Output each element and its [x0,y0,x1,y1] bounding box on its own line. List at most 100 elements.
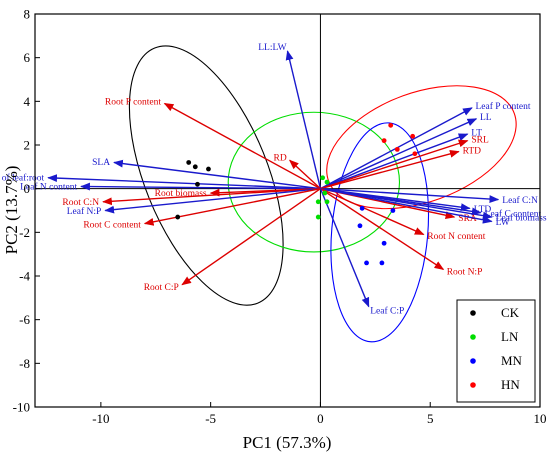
loading-arrow-biomass-ratio-of-leaf-root [47,174,321,190]
loading-label-sla: SLA [92,158,110,168]
loading-arrow-root-c-content [143,187,321,226]
y-tick-label: -6 [19,312,30,327]
loading-arrow-root-c-p [181,188,321,286]
point-hn-5 [412,151,418,157]
loading-label-leaf-biomass: Leaf biomass [496,213,547,224]
loading-arrow-ll-lw [285,50,322,189]
point-ln-2 [324,179,330,185]
plot-frame [34,13,541,408]
loading-label-srl: SRL [471,135,489,145]
loading-label-leaf-n-p: Leaf N:P [67,206,102,217]
point-mn-1 [359,205,365,211]
legend: CK LN MN HN [456,299,536,403]
y-tick-label: -2 [19,225,30,240]
legend-marker-ck [470,310,476,316]
loading-label-leaf-c-n: Leaf C:N [502,195,538,206]
ellipse-hn [326,85,517,210]
x-tick-label: -5 [205,411,216,426]
point-mn-5 [364,260,369,266]
y-axis-label: PC2 (13.7%) [2,166,21,255]
x-tick-label: 10 [534,411,547,426]
loading-label-root-p-content: Root P content [105,98,161,108]
loading-arrow-leaf-c-p [319,188,370,308]
legend-marker-hn [470,382,476,388]
y-tick-label: -4 [19,269,30,284]
point-hn-2 [381,138,387,144]
loading-arrow-leaf-biomass [320,187,493,220]
point-ln-1 [320,175,326,181]
legend-marker-ln [470,334,476,340]
loading-arrow-root-p-content [163,102,321,190]
loading-label-rd: RD [274,154,287,164]
loading-label-ll-lw: LL:LW [258,43,286,53]
loading-arrow-leaf-n-p [104,187,321,214]
x-tick-label: -10 [92,411,109,426]
loading-label-leaf-c-p: Leaf C:P [370,305,404,316]
point-mn-4 [381,240,387,246]
point-ck-5 [175,214,181,220]
loading-label-root-c-n: Root C:N [62,198,99,208]
loading-arrow-leaf-c-n [320,187,500,203]
sample-points [175,122,418,266]
loading-arrow-rtd [320,150,460,190]
loading-label-ltd: LTD [474,205,492,215]
point-hn-1 [388,122,394,128]
point-mn-6 [379,260,385,266]
loading-label-lt: LT [471,129,482,139]
loading-label-leaf-p-content: Leaf P content [475,101,530,112]
loading-arrow-rd [288,159,321,190]
point-mn-2 [357,223,363,229]
point-ck-1 [186,160,192,165]
loading-arrow-leaf-n-content [80,182,321,191]
loading-label-leaf-n-content: Leaf N content [20,181,77,192]
loading-label-sra: SRA [458,214,477,224]
loading-arrow-lt [320,133,469,190]
loading-label-root-n-p: Root N:P [447,268,483,278]
point-mn-3 [390,208,396,213]
ellipse-ln [227,111,401,253]
point-ck-4 [195,181,200,187]
loading-label-lw: LW [496,218,510,228]
y-tick-label: 8 [24,7,31,22]
point-ln-4 [315,214,321,220]
loading-arrow-ll [320,118,478,190]
loading-label-root-biomass: Root biomass [155,189,207,199]
loading-arrow-root-c-n [102,187,321,206]
y-tick-label: -8 [19,356,30,371]
loading-label-root-c-content: Root C content [83,220,141,230]
x-tick-label: 5 [427,411,434,426]
axes: -10 -5 0 5 10 -10 -8 -6 -4 -2 0 2 4 6 8 [13,7,547,427]
legend-label-ck: CK [501,305,520,320]
loading-arrow-sla [113,159,321,190]
y-tick-label: 2 [24,138,31,153]
loading-label-rtd: RTD [463,147,482,157]
loading-label-root-n-content: Root N content [427,232,485,242]
y-tick-label: 6 [24,50,31,65]
y-tick-label: 4 [24,94,31,109]
loading-label-leaf-c-content: Leaf C content [485,208,542,219]
loading-arrow-srl [320,139,469,190]
loading-arrow-lw [320,187,493,224]
x-tick-label: 0 [317,411,324,426]
x-axis-label: PC1 (57.3%) [243,433,332,452]
legend-box [456,299,536,403]
y-tick-label: 0 [24,181,31,196]
loading-arrow-root-n-content [320,188,425,236]
loading-label-ll: LL [480,113,492,123]
ellipse-ck [128,45,284,306]
point-hn-4 [410,133,416,139]
loading-arrow-root-n-p [320,188,445,271]
legend-marker-mn [470,358,476,364]
point-ln-6 [322,190,328,196]
loading-label-biomass-ratio-of-leaf-root: Biomass ratio of leaf:root [0,173,45,184]
point-hn-3 [394,146,400,152]
legend-label-ln: LN [501,329,519,344]
point-ln-5 [324,199,330,205]
point-ck-2 [192,164,198,170]
point-ln-3 [315,199,321,205]
legend-label-mn: MN [501,353,523,368]
legend-label-hn: HN [501,377,520,392]
y-tick-label: -10 [13,400,30,415]
